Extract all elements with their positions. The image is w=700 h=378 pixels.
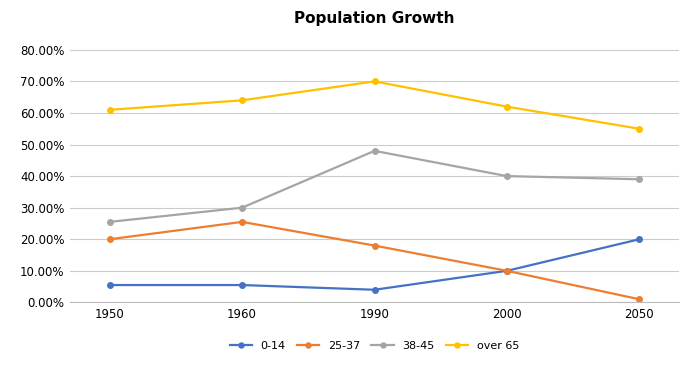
25-37 [106, 237, 114, 242]
38-45 [238, 205, 246, 210]
Line: 38-45: 38-45 [107, 148, 642, 225]
38-45 [370, 149, 379, 153]
over 65 [370, 79, 379, 84]
Line: over 65: over 65 [107, 79, 642, 132]
0-14 [370, 288, 379, 292]
Title: Population Growth: Population Growth [294, 11, 455, 26]
over 65 [106, 107, 114, 112]
over 65 [635, 127, 643, 131]
over 65 [238, 98, 246, 102]
0-14 [503, 268, 511, 273]
38-45 [635, 177, 643, 181]
25-37 [503, 268, 511, 273]
0-14 [106, 283, 114, 287]
25-37 [635, 297, 643, 302]
Line: 25-37: 25-37 [107, 219, 642, 302]
38-45 [503, 174, 511, 178]
Line: 0-14: 0-14 [107, 237, 642, 293]
0-14 [635, 237, 643, 242]
0-14 [238, 283, 246, 287]
25-37 [238, 220, 246, 224]
38-45 [106, 220, 114, 224]
Legend: 0-14, 25-37, 38-45, over 65: 0-14, 25-37, 38-45, over 65 [225, 337, 524, 356]
25-37 [370, 243, 379, 248]
over 65 [503, 104, 511, 109]
